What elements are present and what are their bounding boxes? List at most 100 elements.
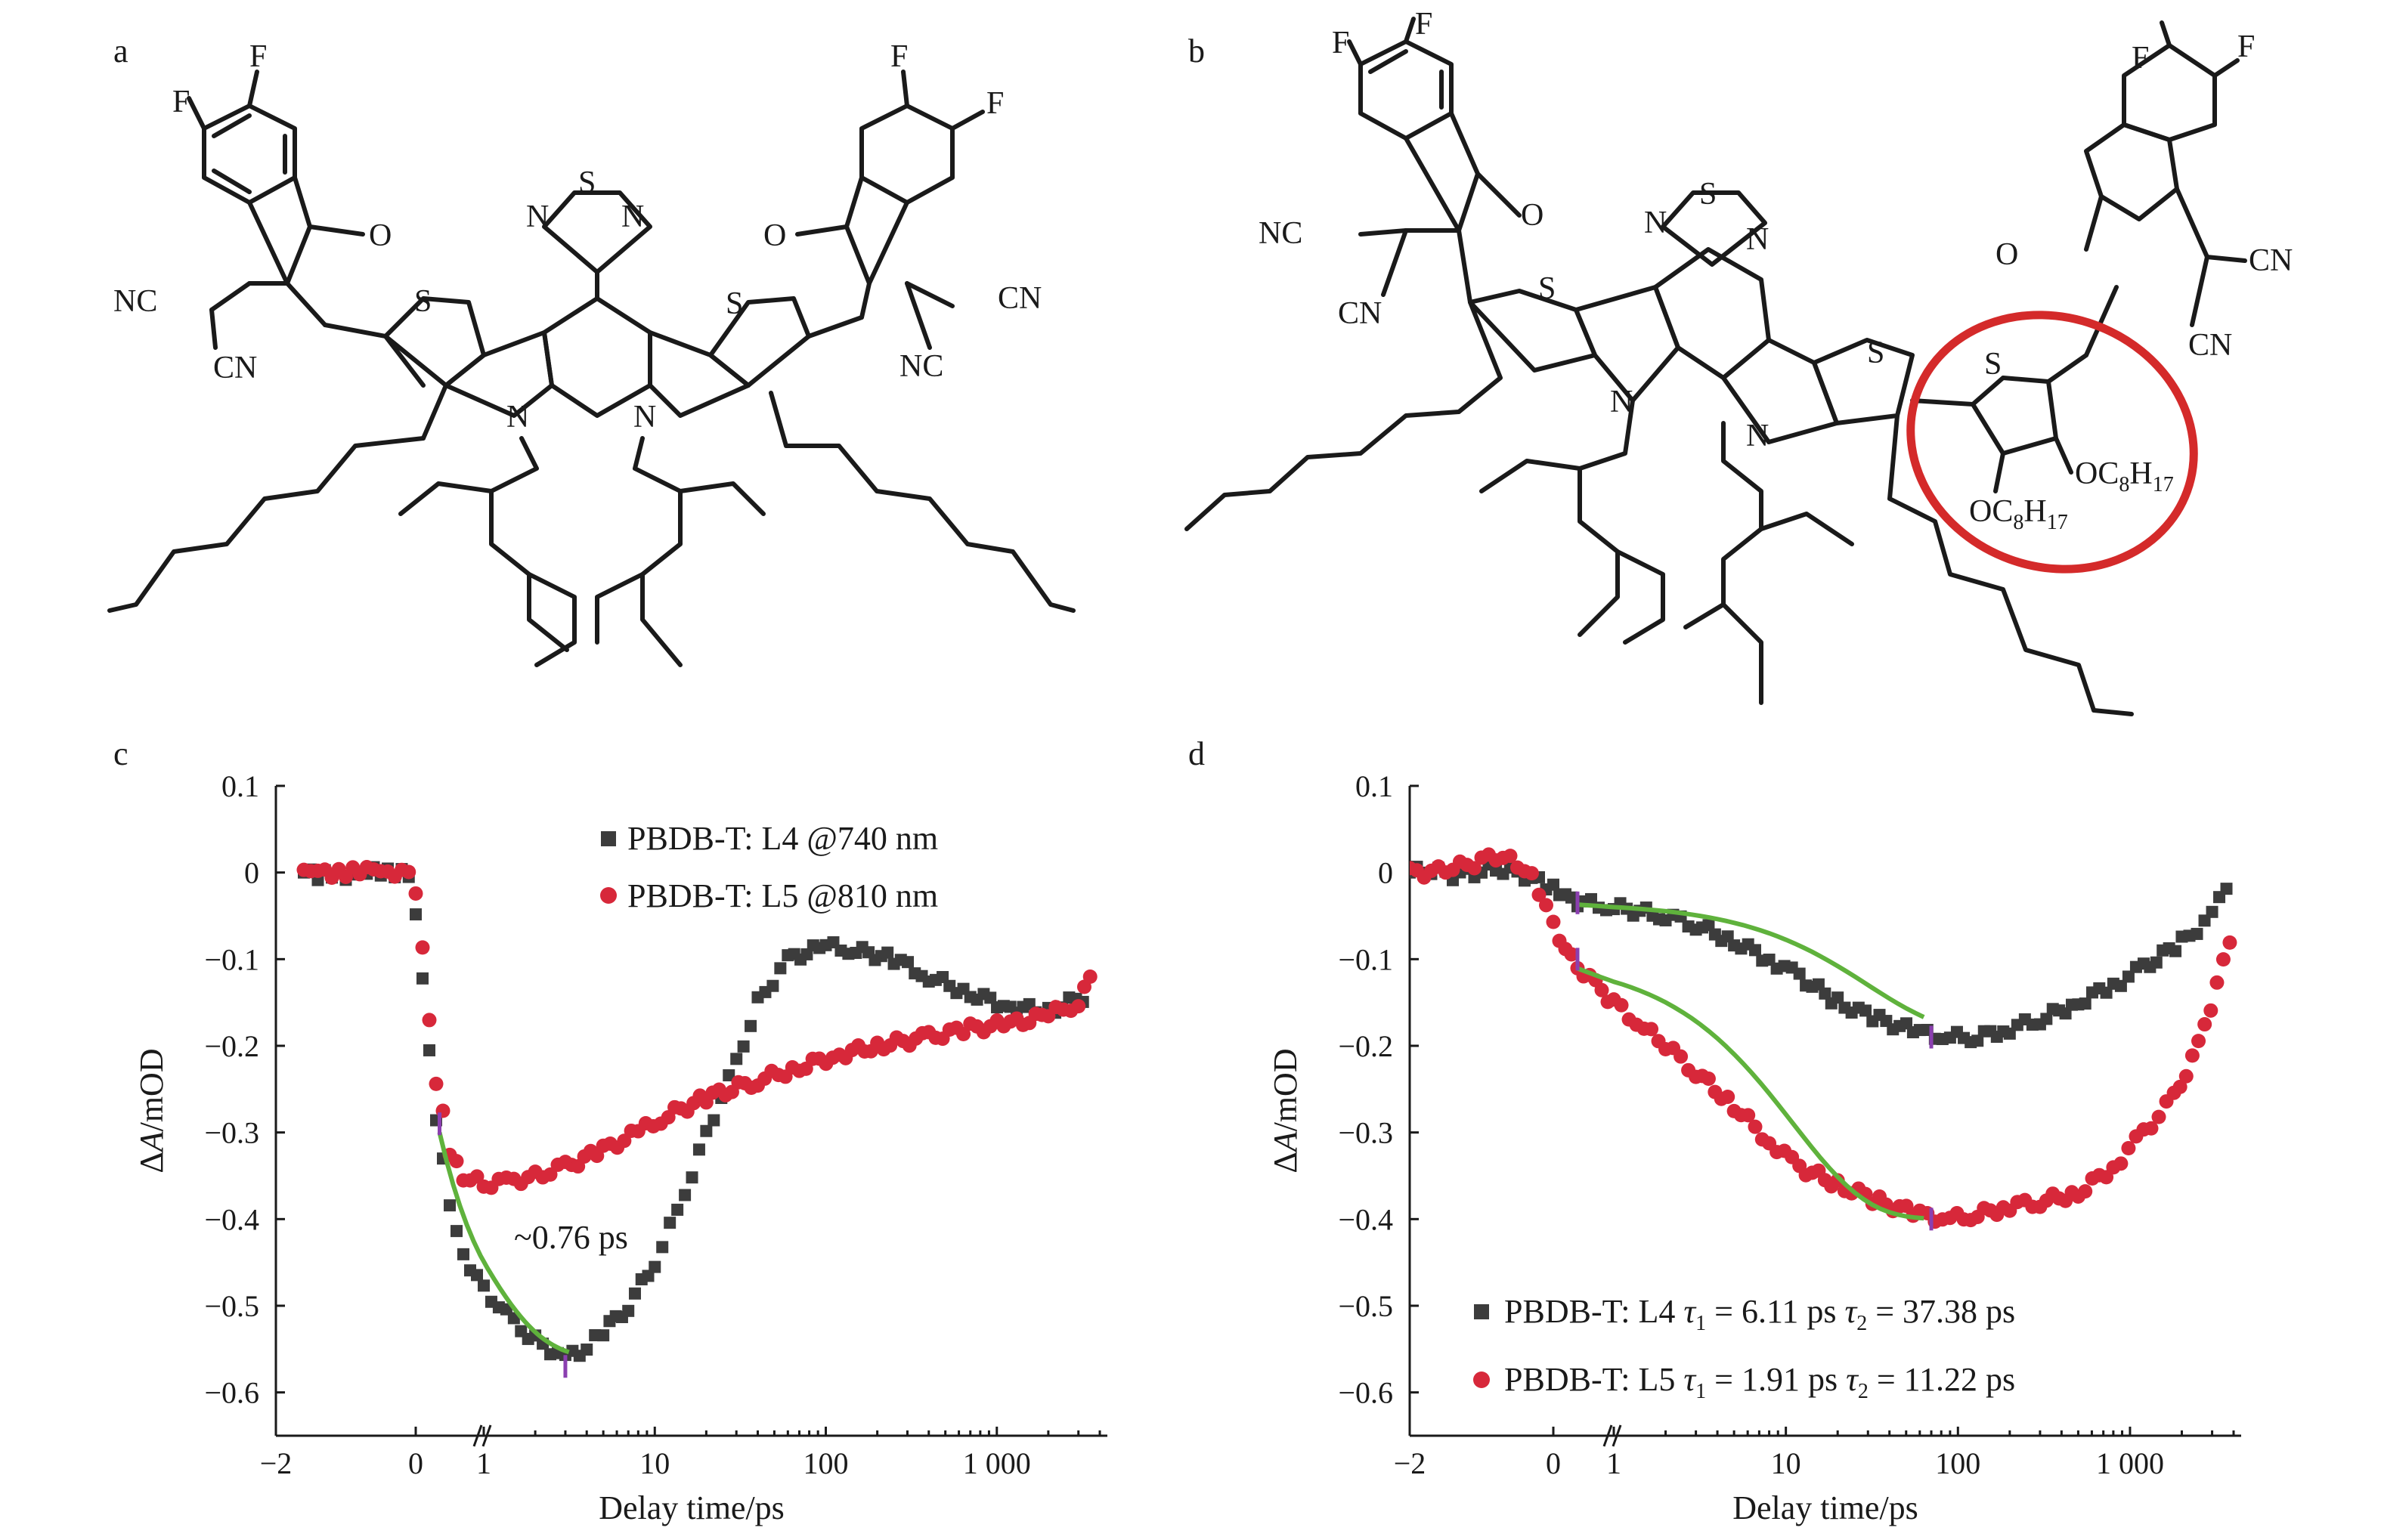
data-point-l5 [2203,1003,2218,1018]
atom-N4-a: N [633,400,656,434]
atom-N2-b: N [1746,222,1769,257]
data-point-l5 [469,1169,485,1184]
data-point-l4 [737,1040,750,1053]
panel-label-b: b [1188,32,1205,70]
atom-O2-a: O [763,218,786,253]
atom-N2-a: N [526,199,549,234]
atom-OC2-b: OC8H17 [1969,494,2068,534]
data-point-l4 [2079,997,2092,1010]
atom-S3-b: S [1867,336,1884,370]
atom-NC1-a: NC [113,284,157,319]
y-tick-label: 0 [244,856,259,890]
data-point-l4 [478,1279,490,1292]
data-point-l5 [1644,1022,1659,1037]
data-point-l5 [1830,1173,1845,1188]
data-point-l4 [2150,956,2163,969]
chart-annotation: ~0.76 ps [514,1219,628,1256]
molecule-a: F F O NC CN S N N S N N S F F O CN [107,39,1076,667]
x-tick-label: 10 [1771,1446,1801,1480]
data-point-l5 [2184,1048,2200,1063]
data-point-l5 [1564,947,1579,962]
axis-break-mark [481,1424,492,1447]
atom-CN3-b: CN [2188,328,2232,363]
data-point-l4 [902,956,915,969]
axis-break-mark [472,1424,483,1447]
atom-CN2-b: CN [2249,243,2293,278]
data-point-l4 [423,1044,435,1056]
data-point-l4 [628,1287,641,1300]
x-tick-label: 1 [476,1446,491,1480]
x-axis-label: Delay time/ps [599,1489,785,1526]
data-point-l4 [1748,944,1761,957]
data-point-l5 [1071,999,1086,1014]
data-point-l5 [1082,969,1098,984]
y-tick-label: 0.1 [1355,769,1393,803]
x-tick-label: −2 [1394,1446,1426,1480]
atom-N1-a: N [506,400,529,434]
data-point-l4 [2040,1013,2053,1025]
data-point-l4 [581,1343,593,1356]
y-tick-label: −0.6 [204,1376,259,1410]
data-point-l4 [2191,927,2203,940]
data-point-l5 [1748,1119,1763,1134]
y-tick-label: 0.1 [221,769,259,803]
data-point-l5 [1525,866,1539,881]
atom-O2-b: O [1996,237,2018,272]
axis-break-mark [1612,1424,1622,1447]
atom-CN2-a: CN [998,281,1042,316]
fit-curve-l5 [1576,966,1924,1221]
data-point-l5 [2151,1109,2166,1124]
legend-part-label: PBDB-T: L5 [1504,1361,1683,1398]
atom-N3-a: N [621,199,644,234]
data-point-l5 [1674,1049,1689,1064]
data-point-l5 [2197,1017,2212,1032]
atom-S4-b: S [1984,347,2002,382]
data-point-l4 [622,1304,635,1317]
y-tick-label: −0.2 [1338,1029,1393,1063]
data-point-l4 [2220,883,2233,895]
data-point-l4 [457,1248,469,1260]
data-point-l4 [2114,979,2127,992]
legend-marker-l5 [1473,1371,1490,1388]
data-point-l5 [1531,887,1547,902]
data-point-l4 [1793,967,1806,980]
data-point-l4 [723,1069,735,1082]
data-point-l4 [1859,1004,1872,1017]
data-point-l5 [2113,1156,2129,1171]
x-tick-label: −2 [260,1446,293,1480]
data-point-l5 [2144,1121,2159,1136]
data-point-l5 [2215,952,2231,967]
x-tick-label: 1 000 [2096,1446,2164,1480]
data-point-l4 [766,979,779,992]
legend-part-t1_sub: 1 [1695,1312,1706,1335]
data-point-l4 [1831,991,1844,1004]
data-point-l4 [2206,905,2218,918]
data-point-l5 [401,864,416,880]
y-tick-label: 0 [1378,856,1393,890]
data-point-l4 [656,1241,669,1254]
atom-NC1-b: NC [1259,216,1302,251]
panel-label-c: c [113,735,128,772]
y-axis-label-A: A [133,1130,170,1154]
legend-part-t1_sub: 1 [1695,1380,1706,1403]
plot-area [296,860,1098,1378]
fit-curve-l4 [437,1131,570,1355]
data-point-l4 [597,1329,610,1342]
atom-N4-b: N [1746,419,1769,453]
data-point-l4 [692,1143,705,1156]
data-point-l4 [2122,970,2135,983]
x-tick-label: 1 000 [963,1446,1031,1480]
y-tick-label: −0.2 [204,1029,259,1063]
data-point-l5 [956,1027,971,1042]
legend-text-l5: PBDB-T: L5 @810 nm [627,877,938,914]
data-point-l4 [984,991,997,1004]
atom-F2-a: F [249,39,267,74]
data-point-l5 [1701,1071,1716,1086]
legend-marker-l4 [601,831,616,846]
atom-CN1-b: CN [1338,296,1382,331]
data-point-l4 [730,1053,743,1065]
atom-O1-a: O [369,218,392,253]
data-point-l5 [2078,1184,2093,1199]
y-tick-label: −0.1 [204,942,259,976]
legend-part-t2_sub: 2 [1856,1312,1867,1335]
